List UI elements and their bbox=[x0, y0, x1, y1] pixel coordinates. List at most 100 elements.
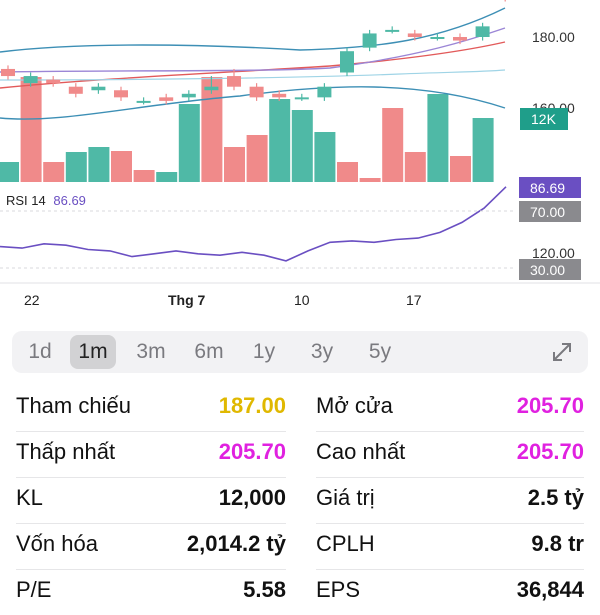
volume-badge-label: 12K bbox=[531, 111, 557, 127]
volume-bar bbox=[427, 94, 449, 182]
rsi-line bbox=[0, 186, 507, 262]
stat-high-value: 205.70 bbox=[516, 439, 584, 464]
stat-pe-label: P/E bbox=[16, 577, 52, 602]
stat-market-cap-label: Vốn hóa bbox=[16, 531, 98, 556]
x-label-thg7: Thg 7 bbox=[168, 292, 206, 308]
stat-traded-value: Giá trị 2.5 tỷ bbox=[316, 477, 584, 524]
candle-body bbox=[91, 86, 106, 91]
stat-eps-value: 36,844 bbox=[516, 577, 584, 602]
candle-body bbox=[272, 93, 287, 98]
timeframe-selector: 1d 1m 3m 6m 1y 3y 5y bbox=[12, 331, 588, 373]
stat-shares-label: CPLH bbox=[316, 531, 375, 556]
volume-bar bbox=[404, 152, 426, 182]
stat-eps-label: EPS bbox=[316, 577, 361, 602]
candle-body bbox=[227, 76, 241, 87]
x-label-17: 17 bbox=[406, 292, 422, 308]
volume-badge bbox=[520, 108, 568, 130]
volume-bar bbox=[20, 77, 42, 182]
stat-traded-value-label: Giá trị bbox=[316, 485, 375, 510]
rsi-current-badge-text: 86.69 bbox=[530, 180, 565, 196]
candlesticks bbox=[1, 0, 506, 105]
stat-volume-value: 12,000 bbox=[218, 485, 286, 510]
candle-body bbox=[159, 97, 174, 101]
candle-body bbox=[385, 29, 400, 32]
timeframe-6m[interactable]: 6m bbox=[194, 340, 224, 363]
rsi-label: RSI 14 86.69 bbox=[6, 193, 86, 208]
rsi-lower-badge bbox=[519, 259, 581, 280]
rsi-lower-badge-text: 30.00 bbox=[530, 262, 565, 278]
timeframe-3m[interactable]: 3m bbox=[136, 340, 166, 363]
volume-bar bbox=[201, 77, 223, 182]
volume-bar bbox=[111, 151, 132, 182]
stat-traded-value-value: 2.5 tỷ bbox=[527, 485, 584, 510]
candle-body bbox=[430, 37, 445, 39]
volume-bar bbox=[337, 162, 358, 182]
candle-body bbox=[362, 33, 377, 48]
volume-bar bbox=[472, 118, 494, 182]
candle-body bbox=[453, 37, 467, 41]
volume-bars bbox=[0, 77, 494, 182]
timeframe-1d[interactable]: 1d bbox=[28, 340, 52, 363]
volume-bar bbox=[314, 132, 336, 182]
rsi-upper-badge bbox=[519, 201, 581, 222]
rsi-upper-badge-text: 70.00 bbox=[530, 204, 565, 220]
candle-body bbox=[294, 97, 309, 100]
stat-reference-value: 187.00 bbox=[218, 393, 286, 418]
stat-reference-label: Tham chiếu bbox=[16, 393, 131, 418]
lower-band-line bbox=[0, 86, 506, 120]
stat-pe: P/E 5.58 bbox=[16, 569, 286, 615]
volume-bar bbox=[88, 147, 110, 182]
price-chart[interactable]: 180.00 160.00 120.00 12K RSI 14 86.69 86… bbox=[0, 0, 600, 330]
candle-body bbox=[136, 100, 151, 103]
candle-body bbox=[1, 68, 15, 77]
stat-volume-label: KL bbox=[16, 485, 43, 510]
x-label-10: 10 bbox=[294, 292, 310, 308]
volume-bar bbox=[65, 152, 87, 182]
price-label-180: 180.00 bbox=[532, 29, 575, 45]
candle-body bbox=[46, 79, 61, 84]
candle-body bbox=[249, 86, 264, 98]
upper-band-line bbox=[0, 7, 506, 53]
timeframe-1y[interactable]: 1y bbox=[252, 340, 276, 363]
candle-body bbox=[407, 33, 422, 37]
rsi-value: 86.69 bbox=[53, 193, 86, 208]
volume-bar bbox=[178, 104, 200, 182]
candle-body bbox=[317, 86, 332, 98]
stat-low-value: 205.70 bbox=[218, 439, 286, 464]
volume-bar bbox=[382, 108, 404, 182]
candle-body bbox=[204, 86, 219, 91]
volume-bar bbox=[450, 156, 471, 182]
stat-pe-value: 5.58 bbox=[243, 577, 286, 602]
candle-body bbox=[475, 26, 490, 37]
candle-body bbox=[68, 86, 83, 94]
volume-bar bbox=[246, 135, 268, 182]
timeframe-1m[interactable]: 1m bbox=[70, 335, 116, 369]
volume-bar bbox=[156, 172, 178, 182]
bollinger-bands bbox=[0, 7, 506, 120]
candle-body bbox=[114, 90, 128, 98]
ma-red-line bbox=[0, 41, 506, 89]
candle-body bbox=[340, 51, 354, 73]
stat-market-cap: Vốn hóa 2,014.2 tỷ bbox=[16, 523, 286, 570]
stat-open-label: Mở cửa bbox=[316, 393, 393, 418]
stat-eps: EPS 36,844 bbox=[316, 569, 584, 615]
timeframe-3y[interactable]: 3y bbox=[310, 340, 334, 363]
stat-low: Thấp nhất 205.70 bbox=[16, 431, 286, 478]
stat-shares-outstanding: CPLH 9.8 tr bbox=[316, 523, 584, 570]
expand-icon[interactable] bbox=[550, 340, 574, 364]
volume-bar bbox=[359, 178, 381, 182]
ma-purple-line bbox=[0, 27, 506, 73]
stat-market-cap-value: 2,014.2 tỷ bbox=[186, 531, 286, 556]
volume-bar bbox=[269, 99, 291, 182]
volume-bar bbox=[0, 162, 19, 182]
stat-low-label: Thấp nhất bbox=[16, 439, 116, 464]
stat-high-label: Cao nhất bbox=[316, 439, 406, 464]
stat-reference: Tham chiếu 187.00 bbox=[16, 385, 286, 432]
volume-bar bbox=[133, 170, 155, 182]
ma-lightblue-line bbox=[0, 69, 506, 81]
chart-svg[interactable]: 180.00 160.00 120.00 12K RSI 14 86.69 86… bbox=[0, 0, 600, 330]
volume-bar bbox=[43, 162, 65, 182]
timeframe-5y[interactable]: 5y bbox=[368, 340, 392, 363]
candle-body bbox=[23, 76, 38, 84]
stat-open-value: 205.70 bbox=[516, 393, 584, 418]
